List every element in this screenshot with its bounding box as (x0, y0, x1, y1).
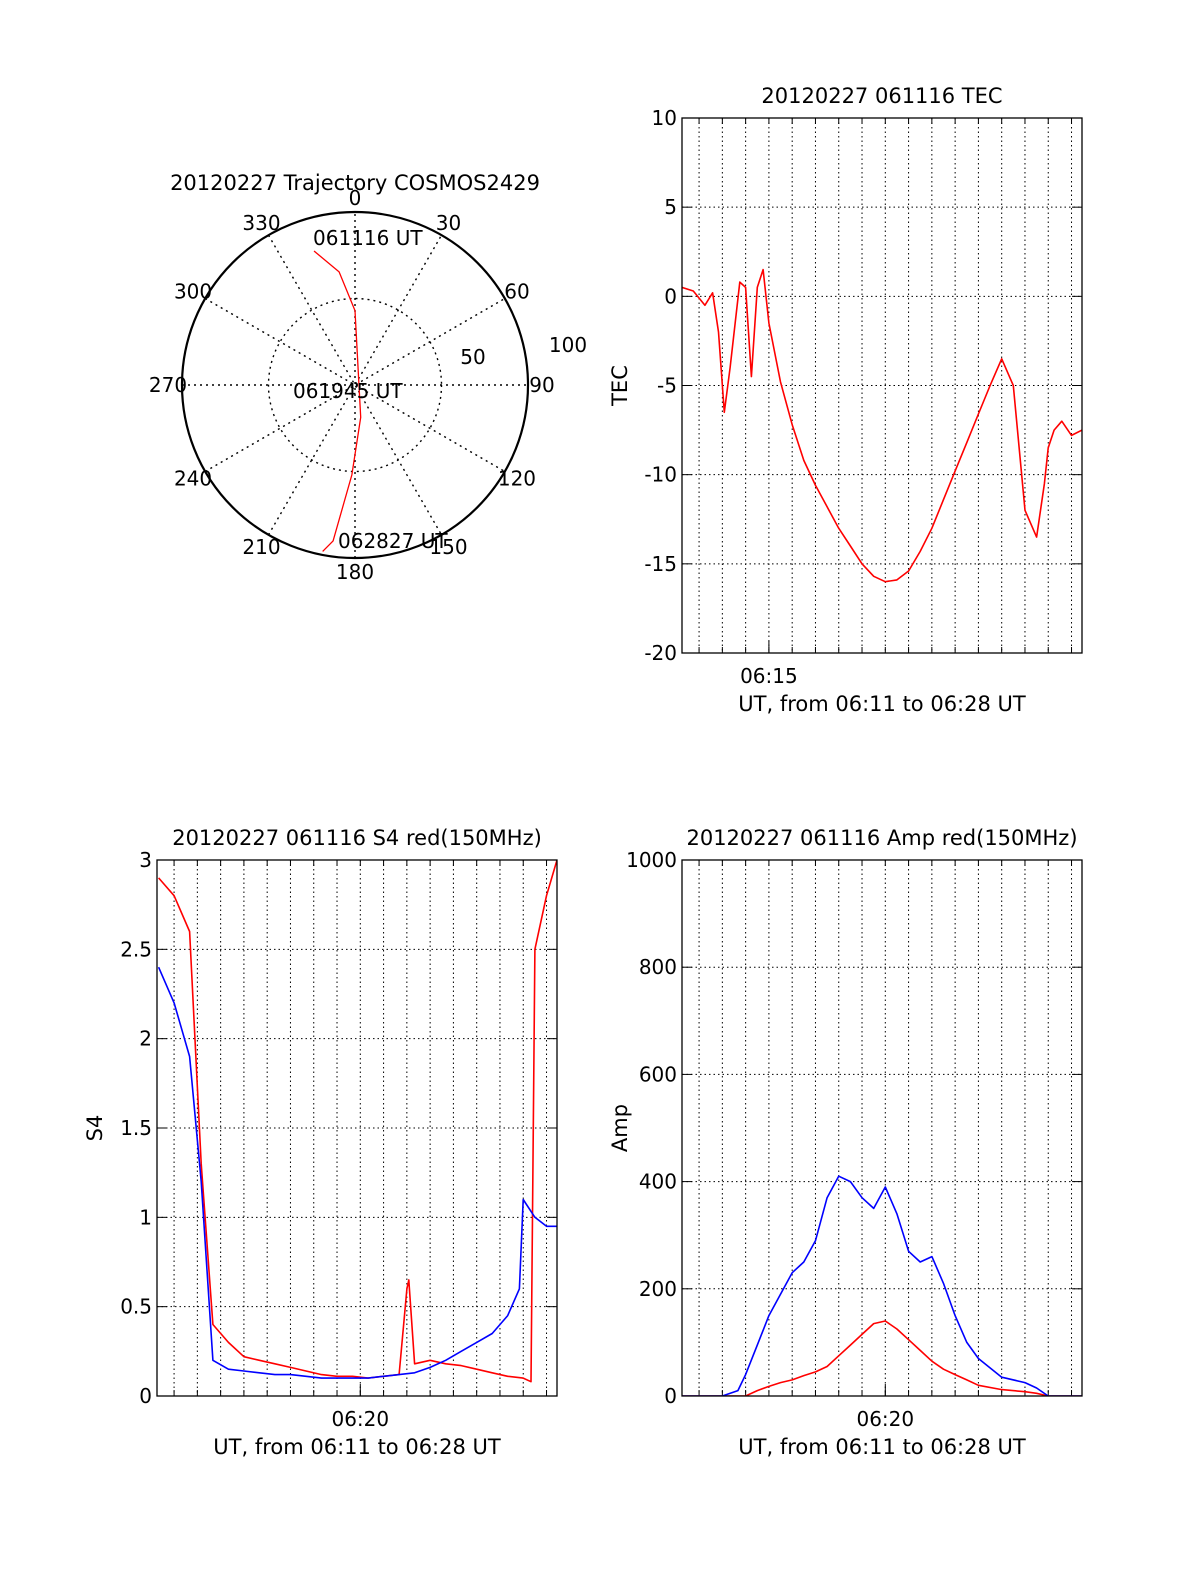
polar-angle-label: 90 (529, 373, 554, 397)
y-tick-label: -15 (644, 552, 677, 576)
polar-angle-label: 300 (174, 280, 212, 304)
blue-series (682, 1175, 1082, 1396)
polar-angle-label: 0 (349, 186, 362, 210)
end-time-annotation: 062827 UT (338, 529, 448, 553)
polar-radius-label: 50 (460, 345, 485, 369)
plot-frame (681, 859, 1083, 1397)
y-tick-label: -20 (644, 641, 677, 665)
y-tick-label: 400 (639, 1170, 677, 1194)
chart-title: 20120227 Trajectory COSMOS2429 (170, 171, 540, 195)
polar-spoke (204, 297, 506, 473)
chart-title: 20120227 061116 TEC (761, 84, 1002, 108)
mid-time-annotation: 061945 UT (293, 379, 403, 403)
x-tick-label: 06:15 (740, 664, 798, 688)
y-tick-label: 600 (639, 1062, 677, 1086)
red-series (157, 860, 557, 1383)
y-tick-label: 0.5 (120, 1295, 152, 1319)
red-series (682, 1320, 1082, 1396)
x-axis-label: UT, from 06:11 to 06:28 UT (213, 1435, 501, 1459)
x-axis-label: UT, from 06:11 to 06:28 UT (738, 1435, 1026, 1459)
series-group (157, 860, 557, 1383)
y-tick-label: 1000 (626, 848, 677, 872)
start-time-annotation: 061116 UT (313, 226, 423, 250)
y-axis-label: S4 (83, 1115, 107, 1142)
plot-frame (681, 117, 1083, 654)
y-tick-label: 0 (664, 284, 677, 308)
y-tick-label: 5 (664, 195, 677, 219)
plot-frame (156, 859, 558, 1397)
chart-title: 20120227 061116 S4 red(150MHz) (172, 826, 542, 850)
y-axis-label: Amp (608, 1104, 632, 1152)
y-tick-label: 0 (139, 1384, 152, 1408)
blue-series (157, 966, 557, 1379)
polar-angle-label: 180 (336, 560, 374, 584)
series-group (682, 1175, 1082, 1396)
polar-angle-label: 210 (242, 535, 280, 559)
trajectory-series (313, 250, 362, 552)
polar-angle-label: 120 (498, 467, 536, 491)
y-tick-label: 800 (639, 955, 677, 979)
y-tick-label: -5 (657, 374, 677, 398)
y-tick-label: -10 (644, 463, 677, 487)
polar-angle-label: 270 (149, 373, 187, 397)
series-group (682, 268, 1082, 583)
x-tick-label: 06:20 (856, 1407, 914, 1431)
x-axis-label: UT, from 06:11 to 06:28 UT (738, 692, 1026, 716)
polar-spoke (204, 297, 506, 473)
y-tick-label: 1 (139, 1205, 152, 1229)
y-tick-label: 2.5 (120, 937, 152, 961)
y-tick-label: 200 (639, 1277, 677, 1301)
polar-angle-label: 330 (242, 211, 280, 235)
amp-line-chart: 20120227 061116 Amp red(150MHz) 1000 800 60… (608, 826, 1083, 1459)
polar-spoke (267, 234, 443, 536)
polar-angle-label: 240 (174, 467, 212, 491)
x-tick-label: 06:20 (331, 1407, 389, 1431)
y-tick-label: 10 (652, 106, 677, 130)
red-series (682, 268, 1082, 583)
polar-angle-label: 30 (436, 211, 461, 235)
y-tick-label: 1.5 (120, 1116, 152, 1140)
polar-angle-label: 60 (504, 280, 529, 304)
y-tick-label: 2 (139, 1027, 152, 1051)
y-axis-label: TEC (608, 365, 632, 407)
s4-line-chart: 20120227 061116 S4 red(150MHz) 3 2.5 2 1.5 1 0… (83, 826, 558, 1459)
polar-angle-label: 150 (429, 535, 467, 559)
chart-title: 20120227 061116 Amp red(150MHz) (686, 826, 1077, 850)
y-tick-label: 0 (664, 1384, 677, 1408)
polar-spoke (267, 234, 443, 536)
y-tick-label: 3 (139, 848, 152, 872)
polar-radius-label: 100 (549, 333, 587, 357)
tec-line-chart: 20120227 061116 TEC 10 5 0 -5 -10 -15 -20 06:15 U… (608, 84, 1083, 716)
